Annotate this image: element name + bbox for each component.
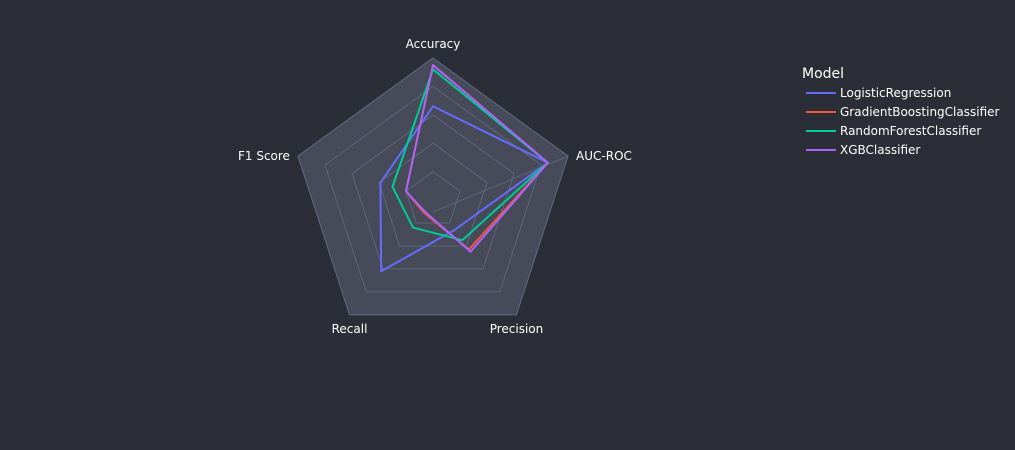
legend-item-xgbclassifier[interactable]: XGBClassifier [806, 143, 920, 157]
axis-label-accuracy: Accuracy [406, 37, 461, 51]
axis-label-recall: Recall [332, 322, 368, 336]
legend-label: RandomForestClassifier [840, 124, 981, 138]
series-line-xgbclassifier[interactable] [404, 64, 549, 253]
legend-item-logisticregression[interactable]: LogisticRegression [806, 86, 951, 100]
legend: Model LogisticRegression GradientBoosting… [802, 66, 1000, 157]
legend-label: XGBClassifier [840, 143, 920, 157]
legend-label: LogisticRegression [840, 86, 951, 100]
axis-label-precision: Precision [490, 322, 544, 336]
legend-title: Model [802, 66, 844, 82]
axis-label-auc-roc: AUC-ROC [576, 149, 632, 163]
legend-item-randomforestclassifier[interactable]: RandomForestClassifier [806, 124, 981, 138]
grid-ring [378, 142, 488, 247]
legend-items: LogisticRegression GradientBoostingClassi… [806, 86, 1000, 157]
series-layer [379, 64, 549, 273]
legend-label: GradientBoostingClassifier [840, 105, 1000, 119]
grid-ring [324, 85, 542, 293]
axis-labels: Accuracy AUC-ROC Precision Recall F1 Score [238, 37, 632, 336]
grid-ring [405, 170, 461, 224]
axis-label-f1-score: F1 Score [238, 149, 290, 163]
legend-item-gradientboostingclassifier[interactable]: GradientBoostingClassifier [806, 105, 1000, 119]
grid-ring [351, 114, 515, 270]
series-line-logisticregression[interactable] [379, 105, 549, 273]
